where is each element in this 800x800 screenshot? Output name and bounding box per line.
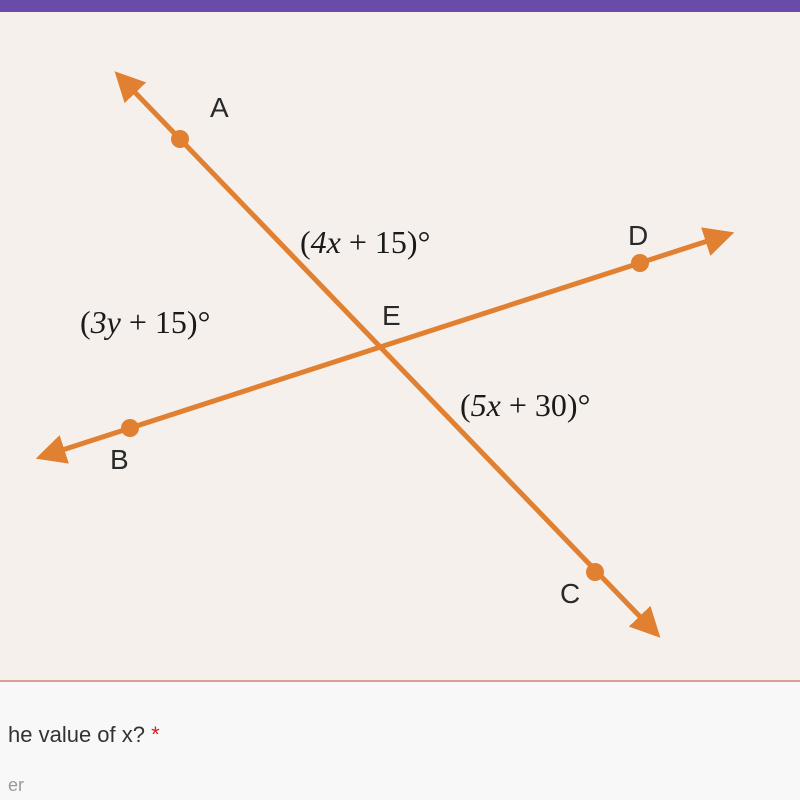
point-d — [631, 254, 649, 272]
point-b — [121, 419, 139, 437]
line-ac — [125, 82, 650, 627]
label-c: C — [560, 578, 580, 610]
point-c — [586, 563, 604, 581]
intersection-diagram — [0, 12, 800, 682]
question-text: he value of x? * — [8, 722, 160, 747]
label-e: E — [382, 300, 401, 332]
point-a — [171, 130, 189, 148]
diagram-container: A C B D E (4x + 15)° (3y + 15)° (5x + 30… — [0, 12, 800, 680]
label-a: A — [210, 92, 229, 124]
diagram-panel: A C B D E (4x + 15)° (3y + 15)° (5x + 30… — [0, 12, 800, 682]
angle-dec-expr: (5x + 30)° — [460, 387, 590, 424]
browser-top-bar — [0, 0, 800, 12]
angle-aed-expr: (4x + 15)° — [300, 224, 430, 261]
label-b: B — [110, 444, 129, 476]
footer-fragment: er — [8, 775, 24, 796]
question-section: he value of x? * er — [0, 682, 800, 800]
line-bd — [50, 237, 720, 454]
label-d: D — [628, 220, 648, 252]
angle-aeb-expr: (3y + 15)° — [80, 304, 210, 341]
